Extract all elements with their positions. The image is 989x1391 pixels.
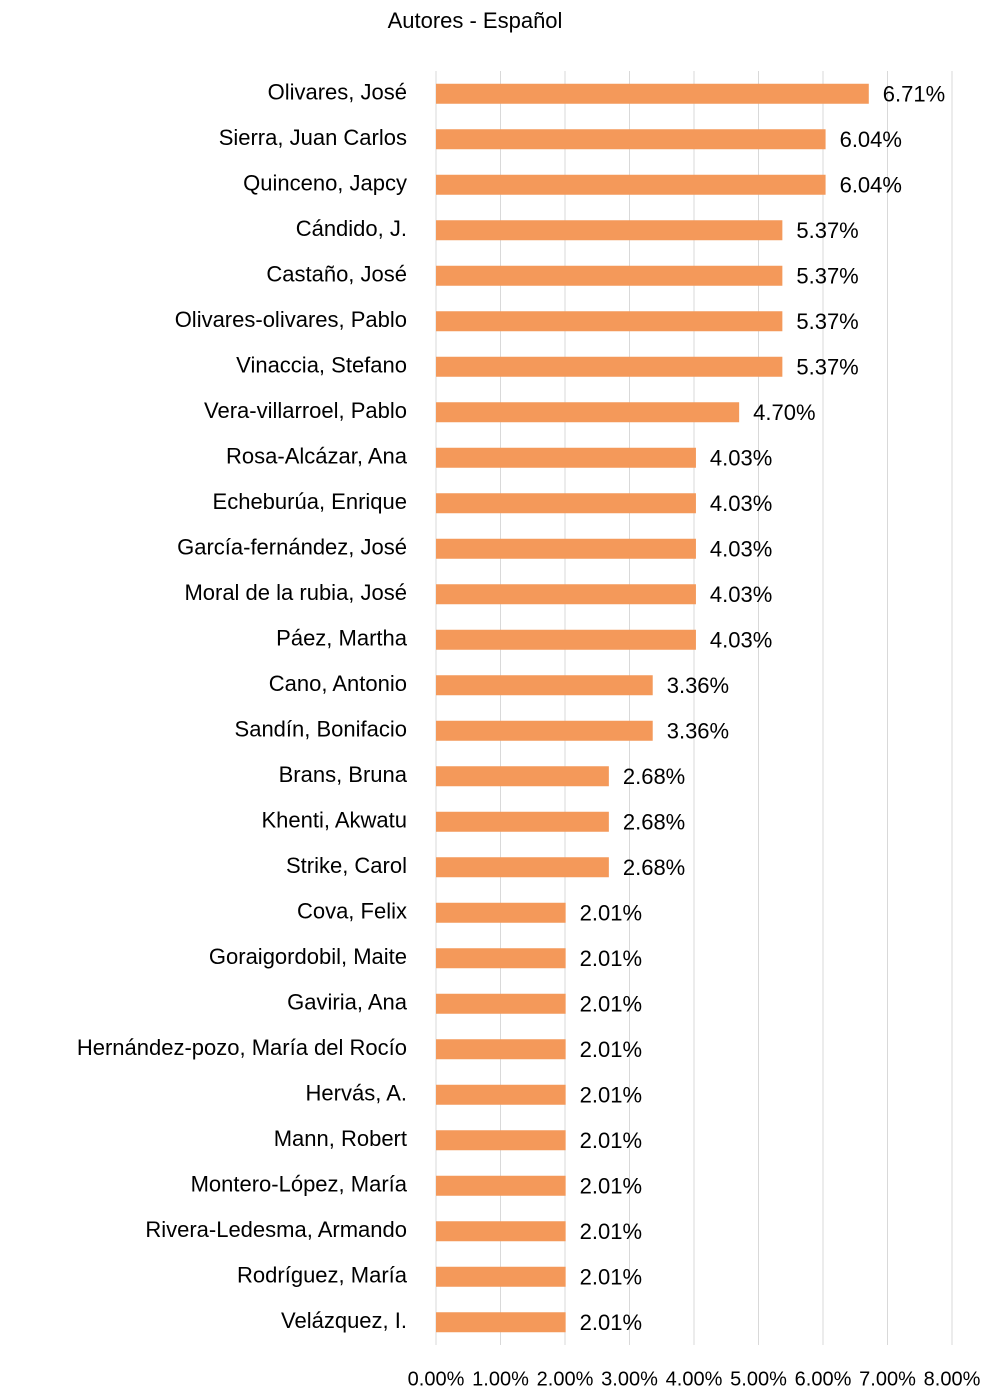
y-tick-label: García-fernández, José	[177, 535, 407, 560]
data-label: 5.37%	[796, 309, 858, 334]
y-tick-label: Páez, Martha	[276, 626, 408, 651]
y-tick-label: Echeburúa, Enrique	[213, 489, 407, 514]
data-label: 4.03%	[710, 537, 772, 562]
chart-title: Autores - Español	[388, 8, 563, 33]
y-tick-label: Hervás, A.	[306, 1081, 407, 1106]
x-tick-label: 0.00%	[408, 1368, 465, 1390]
data-label: 2.01%	[580, 1310, 642, 1335]
bar	[436, 356, 783, 377]
data-label: 4.03%	[710, 582, 772, 607]
bar	[436, 993, 566, 1014]
data-label: 6.71%	[883, 82, 945, 107]
bar	[436, 447, 696, 468]
y-tick-label: Khenti, Akwatu	[261, 808, 407, 833]
bar	[436, 220, 783, 241]
data-label: 2.68%	[623, 810, 685, 835]
data-label: 2.01%	[580, 901, 642, 926]
y-tick-label: Hernández-pozo, María del Rocío	[77, 1035, 407, 1060]
bar	[436, 1221, 566, 1242]
x-tick-label: 5.00%	[730, 1368, 787, 1390]
bar	[436, 83, 869, 104]
y-tick-label: Rosa-Alcázar, Ana	[226, 444, 408, 469]
x-tick-label: 7.00%	[859, 1368, 916, 1390]
data-label: 2.01%	[580, 1174, 642, 1199]
x-tick-label: 3.00%	[601, 1368, 658, 1390]
y-tick-label: Sandín, Bonifacio	[235, 717, 407, 742]
bar	[436, 1084, 566, 1105]
data-label: 2.68%	[623, 764, 685, 789]
y-tick-label: Mann, Robert	[274, 1126, 407, 1151]
y-tick-label: Gaviria, Ana	[287, 990, 408, 1015]
bar	[436, 1266, 566, 1287]
y-tick-label: Brans, Bruna	[279, 762, 408, 787]
bar	[436, 675, 653, 696]
data-label: 2.01%	[580, 1128, 642, 1153]
bar	[436, 948, 566, 969]
y-tick-label: Olivares, José	[268, 80, 407, 105]
bar	[436, 629, 696, 650]
y-tick-label: Sierra, Juan Carlos	[219, 125, 407, 150]
y-tick-label: Vera-villarroel, Pablo	[204, 398, 407, 423]
bar	[436, 766, 609, 787]
data-label: 6.04%	[840, 127, 902, 152]
bar	[436, 1039, 566, 1060]
bar	[436, 402, 740, 423]
y-tick-label: Strike, Carol	[286, 853, 407, 878]
bar	[436, 174, 826, 195]
bar	[436, 584, 696, 605]
y-tick-label: Velázquez, I.	[281, 1308, 407, 1333]
x-tick-label: 2.00%	[537, 1368, 594, 1390]
bar	[436, 129, 826, 150]
y-tick-label: Rivera-Ledesma, Armando	[145, 1217, 407, 1242]
y-tick-label: Olivares-olivares, Pablo	[175, 307, 407, 332]
data-label: 4.70%	[753, 400, 815, 425]
data-label: 4.03%	[710, 491, 772, 516]
bar	[436, 493, 696, 514]
x-tick-label: 6.00%	[795, 1368, 852, 1390]
data-label: 6.04%	[840, 173, 902, 198]
data-label: 2.01%	[580, 1219, 642, 1244]
bar	[436, 1312, 566, 1333]
bar	[436, 538, 696, 559]
data-label: 2.01%	[580, 1037, 642, 1062]
x-tick-label: 4.00%	[666, 1368, 723, 1390]
bar	[436, 265, 783, 286]
data-label: 2.01%	[580, 992, 642, 1017]
data-label: 2.01%	[580, 946, 642, 971]
data-label: 3.36%	[667, 673, 729, 698]
x-tick-label: 8.00%	[924, 1368, 981, 1390]
y-tick-label: Moral de la rubia, José	[184, 580, 407, 605]
y-tick-label: Goraigordobil, Maite	[209, 944, 407, 969]
data-label: 5.37%	[796, 264, 858, 289]
bar	[436, 857, 609, 878]
data-label: 5.37%	[796, 355, 858, 380]
y-tick-label: Cándido, J.	[296, 216, 407, 241]
y-tick-label: Montero-López, María	[191, 1172, 408, 1197]
data-label: 3.36%	[667, 719, 729, 744]
data-label: 4.03%	[710, 628, 772, 653]
y-tick-label: Castaño, José	[266, 262, 407, 287]
data-label: 5.37%	[796, 218, 858, 243]
x-tick-label: 1.00%	[472, 1368, 529, 1390]
bar	[436, 1175, 566, 1196]
bar	[436, 720, 653, 741]
bar	[436, 1130, 566, 1151]
y-tick-label: Cano, Antonio	[269, 671, 407, 696]
data-label: 2.01%	[580, 1083, 642, 1108]
y-tick-label: Cova, Felix	[297, 899, 407, 924]
bar	[436, 902, 566, 923]
data-label: 2.01%	[580, 1265, 642, 1290]
bar	[436, 811, 609, 832]
y-tick-label: Rodríguez, María	[237, 1263, 408, 1288]
y-tick-label: Quinceno, Japcy	[243, 171, 407, 196]
y-tick-label: Vinaccia, Stefano	[236, 353, 407, 378]
data-label: 4.03%	[710, 446, 772, 471]
data-label: 2.68%	[623, 855, 685, 880]
bar	[436, 311, 783, 332]
